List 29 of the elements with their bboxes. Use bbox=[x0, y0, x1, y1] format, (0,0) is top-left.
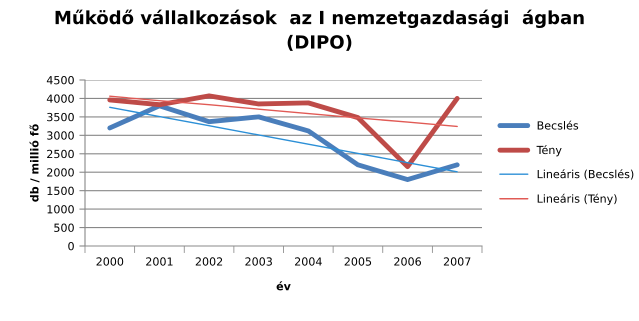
x-axis-title: év bbox=[276, 281, 291, 290]
x-tick-label: 2006 bbox=[394, 257, 421, 266]
y-tick-label: 3000 bbox=[47, 131, 74, 140]
line-series bbox=[107, 103, 460, 182]
line-series bbox=[109, 106, 458, 173]
y-tick-label: 2500 bbox=[47, 150, 74, 158]
y-tick-label: 2000 bbox=[47, 168, 74, 177]
x-tick-label: 2007 bbox=[444, 257, 470, 266]
y-tick-label: 4000 bbox=[46, 94, 74, 103]
x-tick-label: 2004 bbox=[294, 257, 322, 266]
x-tick-label: 2002 bbox=[196, 257, 222, 266]
y-tick-label: 1000 bbox=[48, 205, 74, 214]
line-series bbox=[109, 96, 458, 128]
x-tick-label: 2005 bbox=[344, 257, 372, 266]
y-tick-label: 0 bbox=[68, 242, 74, 250]
x-tick-label: 2001 bbox=[146, 257, 173, 266]
x-tick-label: 2003 bbox=[245, 257, 272, 266]
legend-label: Tény bbox=[536, 145, 562, 156]
legend-label: Becslés bbox=[538, 120, 578, 130]
legend-label: Lineáris (Tény) bbox=[538, 194, 617, 205]
legend-label: Lineáris (Becslés) bbox=[538, 169, 634, 180]
chart-title: Működő vállalkozások az I nemzetgazdasági ágban (DIPO) bbox=[56, 10, 584, 51]
y-tick-label: 3500 bbox=[47, 112, 74, 122]
y-axis-title: db / millió fő bbox=[30, 124, 40, 202]
y-tick-label: 500 bbox=[54, 224, 74, 232]
y-tick-label: 1500 bbox=[48, 186, 74, 196]
x-tick-label: 2000 bbox=[96, 257, 124, 266]
y-tick-label: 4500 bbox=[46, 76, 74, 84]
line-series bbox=[107, 93, 460, 170]
